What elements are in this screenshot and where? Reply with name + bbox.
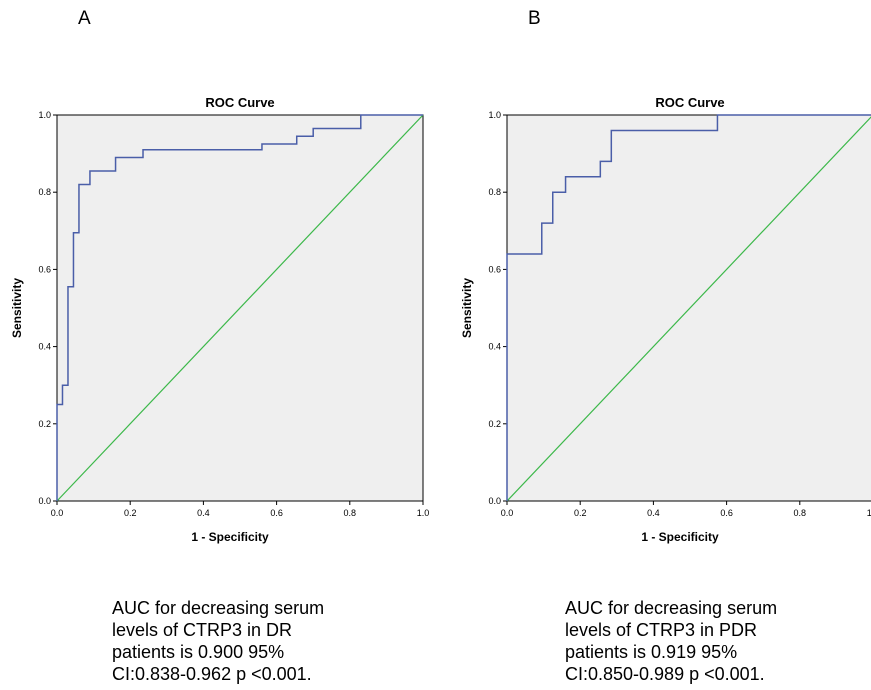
reference-line [56,114,424,502]
roc-chart-a: ROC Curve 0.0 0.2 0.4 0.6 0.8 1.0 0.0 0.2 0.4 0.6 0… [10,95,430,544]
caption-line: AUC for decreasing serum [112,598,325,618]
caption-line: AUC for decreasing serum [565,598,778,618]
caption-line: levels of CTRP3 in PDR [565,620,758,640]
x-tick-label: 0.6 [270,508,283,518]
roc-curve-line [506,114,871,501]
x-axis-label: 1 - Specificity [641,530,719,544]
y-tick-label: 0.2 [488,419,501,429]
x-tick-label: 0.4 [647,508,660,518]
reference-line [506,116,871,502]
x-tick-label: 0.6 [720,508,733,518]
x-tick-label: 0.8 [794,508,807,518]
roc-chart-b: ROC Curve 0.0 0.2 0.4 0.6 0.8 1.0 0.0 0.2 0.4 0.6 0… [460,95,871,544]
y-tick-label: 0.2 [38,419,51,429]
y-tick-label: 0.0 [488,496,501,506]
x-tick-label: 0.8 [344,508,357,518]
x-tick-label: 0.2 [124,508,137,518]
y-tick-label: 0.6 [488,264,501,274]
panel-letter-b: B [528,8,541,29]
chart-title: ROC Curve [655,95,724,110]
y-tick-label: 0.4 [38,342,51,352]
x-tick-label: 1.0 [417,508,430,518]
caption-line: levels of CTRP3 in DR [112,620,293,640]
y-tick-label: 0.8 [38,187,51,197]
roc-curve-line [56,114,423,501]
panel-letter-a: A [78,8,91,29]
y-axis-label: Sensitivity [460,278,474,338]
x-tick-label: 0.0 [501,508,514,518]
caption-line: patients is 0.919 95% [565,642,738,662]
y-tick-label: 1.0 [488,110,501,120]
caption-line: CI:0.838-0.962 p <0.001. [112,664,312,684]
x-tick-label: 0.4 [197,508,210,518]
caption-line: patients is 0.900 95% [112,642,285,662]
chart-title: ROC Curve [205,95,274,110]
x-tick-label: 0.0 [51,508,64,518]
x-tick-label: 1.0 [867,508,871,518]
caption-a: AUC for decreasing serum levels of CTRP3… [112,597,324,685]
caption-b: AUC for decreasing serum levels of CTRP3… [565,597,777,685]
y-axis-label: Sensitivity [10,278,24,338]
y-tick-label: 0.4 [488,342,501,352]
y-tick-label: 1.0 [38,110,51,120]
y-tick-label: 0.6 [38,264,51,274]
x-axis-label: 1 - Specificity [191,530,269,544]
y-tick-label: 0.8 [488,187,501,197]
y-tick-label: 0.0 [38,496,51,506]
x-tick-label: 0.2 [574,508,587,518]
caption-line: CI:0.850-0.989 p <0.001. [565,664,765,684]
